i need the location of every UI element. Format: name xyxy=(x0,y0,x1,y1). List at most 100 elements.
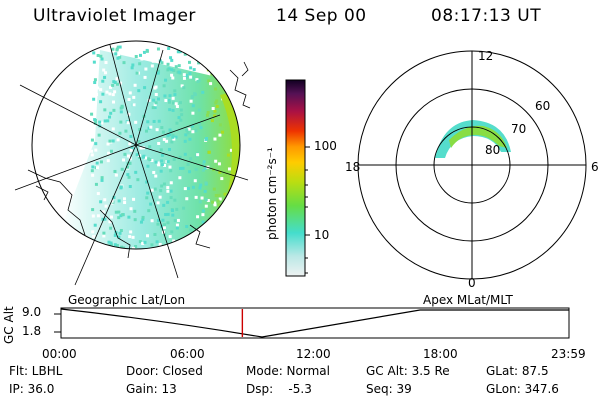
speckle-dot xyxy=(126,165,130,169)
speckle-dot xyxy=(102,68,106,72)
speckle-dot xyxy=(120,105,124,109)
speckle-dot xyxy=(175,226,179,230)
speckle-dot xyxy=(195,232,199,236)
speckle-dot xyxy=(180,113,184,117)
speckle-dot xyxy=(111,47,115,51)
speckle-dot xyxy=(229,82,233,86)
color-scale-bar xyxy=(285,79,310,277)
speckle-dot xyxy=(225,206,229,210)
speckle-dot xyxy=(109,149,113,153)
speckle-dot xyxy=(204,249,207,252)
speckle-dot xyxy=(100,178,104,182)
mode-status: Mode: Normal xyxy=(246,364,330,378)
speckle-dot xyxy=(241,239,244,242)
speckle-dot xyxy=(109,226,113,230)
speckle-dot xyxy=(153,103,157,107)
speckle-dot xyxy=(178,155,182,159)
speckle-dot xyxy=(223,257,226,260)
speckle-dot xyxy=(152,170,156,174)
speckle-dot xyxy=(93,78,97,82)
speckle-dot xyxy=(248,47,251,50)
speckle-dot xyxy=(192,68,196,72)
speckle-dot xyxy=(189,63,193,67)
speckle-dot xyxy=(235,206,239,210)
speckle-dot xyxy=(148,158,152,162)
speckle-dot xyxy=(144,156,148,160)
speckle-dot xyxy=(92,234,96,238)
speckle-dot xyxy=(201,213,205,217)
speckle-dot xyxy=(188,71,192,75)
speckle-dot xyxy=(185,128,189,132)
speckle-dot xyxy=(183,152,187,156)
speckle-dot xyxy=(215,104,219,108)
speckle-dot xyxy=(91,214,95,218)
speckle-dot xyxy=(219,222,223,226)
speckle-dot xyxy=(238,229,240,233)
speckle-dot xyxy=(196,45,200,49)
speckle-dot xyxy=(91,173,95,177)
speckle-dot xyxy=(206,199,210,203)
speckle-dot xyxy=(95,161,99,165)
speckle-dot xyxy=(191,130,195,134)
speckle-dot xyxy=(223,205,227,209)
speckle-dot xyxy=(162,226,166,230)
time-tick-0600: 06:00 xyxy=(170,347,205,361)
speckle-dot xyxy=(211,107,215,111)
speckle-dot xyxy=(185,197,189,201)
speckle-dot xyxy=(99,100,103,104)
speckle-dot xyxy=(128,235,132,239)
speckle-dot xyxy=(115,243,119,247)
speckle-dot xyxy=(123,152,127,156)
speckle-dot xyxy=(134,54,138,58)
speckle-dot xyxy=(110,199,114,203)
speckle-dot xyxy=(182,206,186,210)
apex-polar-plot: 12 18 6 0 60 70 80 xyxy=(345,49,599,290)
speckle-dot xyxy=(90,149,94,153)
speckle-dot xyxy=(179,166,183,170)
speckle-dot xyxy=(95,166,99,170)
speckle-dot xyxy=(244,142,247,145)
speckle-dot xyxy=(109,111,113,115)
speckle-dot xyxy=(210,119,214,123)
speckle-dot xyxy=(235,231,239,235)
speckle-dot xyxy=(108,92,112,96)
speckle-dot xyxy=(99,54,103,58)
speckle-dot xyxy=(169,130,173,134)
speckle-dot xyxy=(218,251,221,254)
speckle-dot xyxy=(201,220,205,224)
speckle-dot xyxy=(186,162,190,166)
speckle-dot xyxy=(189,99,193,103)
gain-status: Gain: 13 xyxy=(126,382,177,396)
speckle-dot xyxy=(90,153,94,157)
speckle-dot xyxy=(171,135,175,139)
speckle-dot xyxy=(90,138,94,142)
speckle-dot xyxy=(169,56,173,60)
auroral-oval xyxy=(435,120,511,158)
speckle-dot xyxy=(174,260,177,263)
speckle-dot xyxy=(154,101,158,105)
speckle-dot xyxy=(248,205,251,208)
speckle-dot xyxy=(162,84,166,88)
speckle-dot xyxy=(229,148,233,152)
speckle-dot xyxy=(167,98,171,102)
speckle-dot xyxy=(105,90,109,94)
speckle-dot xyxy=(197,108,201,112)
speckle-dot xyxy=(104,204,108,208)
speckle-dot xyxy=(158,195,162,199)
speckle-dot xyxy=(141,241,145,245)
speckle-dot xyxy=(217,193,221,197)
speckle-dot xyxy=(120,245,124,249)
speckle-dot xyxy=(153,106,157,110)
speckle-dot xyxy=(232,203,236,207)
speckle-dot xyxy=(96,214,100,218)
speckle-dot xyxy=(149,202,153,206)
speckle-dot xyxy=(112,195,116,199)
speckle-dot xyxy=(146,164,150,168)
speckle-dot xyxy=(170,209,174,213)
gc-alt-status: GC Alt: 3.5 Re xyxy=(366,364,450,378)
altitude-timeline xyxy=(54,307,570,339)
speckle-dot xyxy=(94,182,98,186)
speckle-dot xyxy=(173,198,177,202)
speckle-dot xyxy=(177,116,181,120)
speckle-dot xyxy=(204,198,208,202)
